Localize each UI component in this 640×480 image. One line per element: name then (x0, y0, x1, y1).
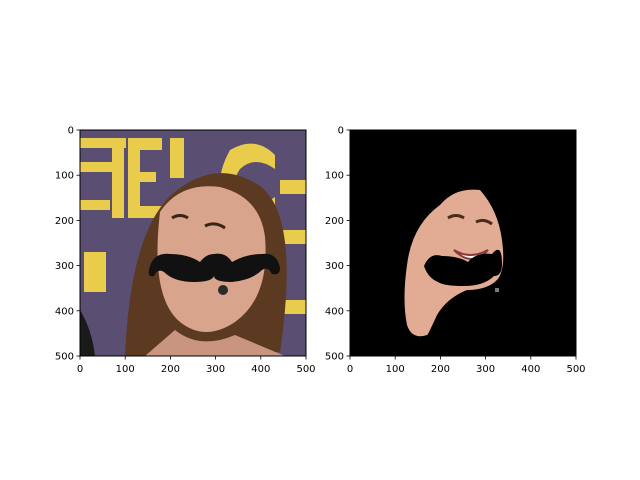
left-axes-frame (79, 129, 307, 357)
right-y-tick-label: 300 (325, 261, 344, 272)
right-y-tick-label: 200 (325, 216, 344, 227)
right-x-tick-label: 500 (566, 364, 585, 375)
left-y-tick-label: 200 (55, 216, 74, 227)
right-x-tick-label: 0 (347, 364, 353, 375)
right-y-tick-label: 0 (338, 126, 344, 137)
right-y-tick-label: 500 (325, 352, 344, 363)
left-x-tick-label: 500 (296, 364, 315, 375)
left-y-tick-label: 500 (55, 352, 74, 363)
right-y-tick-label: 100 (325, 171, 344, 182)
left-x-tick-label: 200 (161, 364, 180, 375)
left-x-tick-label: 100 (116, 364, 135, 375)
right-axes-frame (349, 129, 577, 357)
left-photo (80, 130, 306, 356)
right-x-tick-label: 100 (386, 364, 405, 375)
right-x-tick-label: 400 (521, 364, 540, 375)
left-x-tick-label: 400 (251, 364, 270, 375)
left-y-tick-label: 300 (55, 261, 74, 272)
left-y-tick-label: 100 (55, 171, 74, 182)
right-mask (350, 130, 576, 356)
right-x-tick-label: 200 (431, 364, 450, 375)
left-x-tick-label: 0 (77, 364, 83, 375)
left-x-tick-label: 300 (206, 364, 225, 375)
left-y-tick-label: 400 (55, 306, 74, 317)
right-y-tick-label: 400 (325, 306, 344, 317)
left-y-tick-label: 0 (68, 126, 74, 137)
right-x-tick-label: 300 (476, 364, 495, 375)
